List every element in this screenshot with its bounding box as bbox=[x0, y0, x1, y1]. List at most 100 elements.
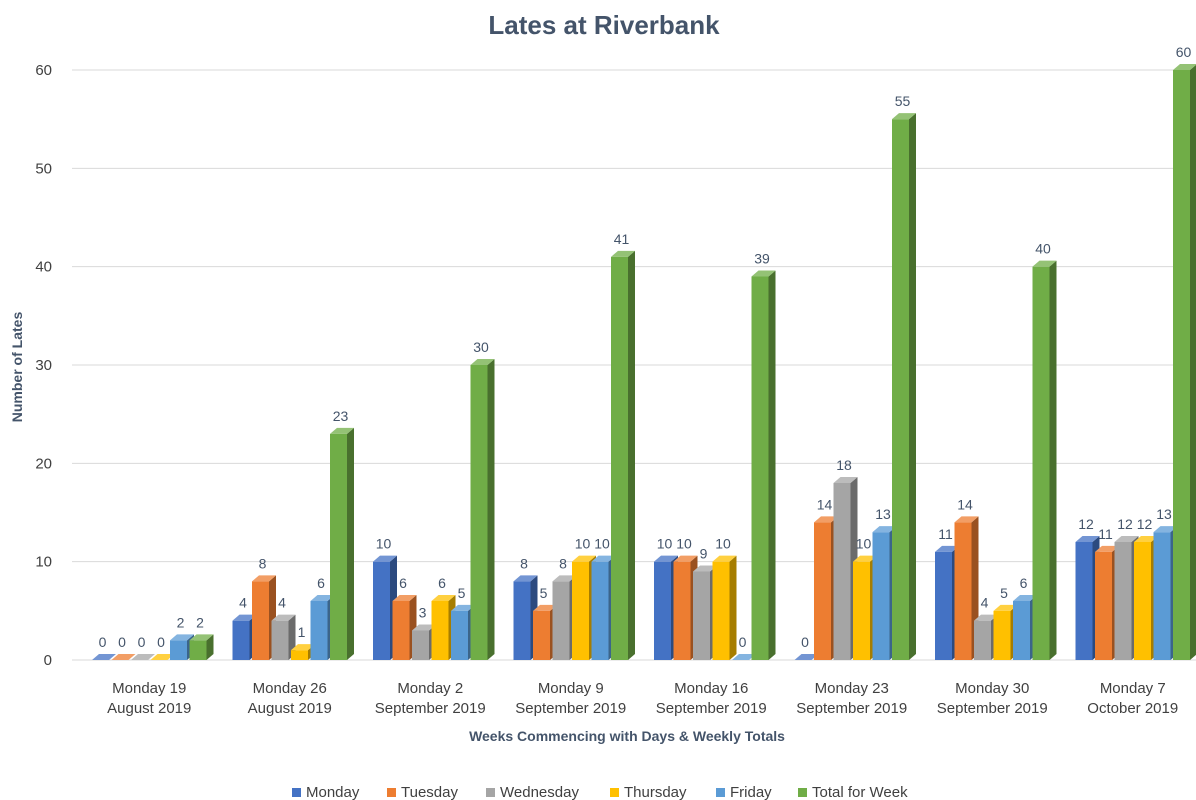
bar bbox=[732, 654, 756, 660]
legend-swatch bbox=[716, 788, 725, 797]
x-category-label: August 2019 bbox=[248, 700, 332, 717]
data-label: 6 bbox=[317, 575, 325, 591]
data-label: 1 bbox=[298, 624, 306, 640]
x-category-label: September 2019 bbox=[937, 700, 1048, 717]
y-tick-label: 10 bbox=[35, 554, 52, 571]
data-label: 5 bbox=[540, 585, 548, 601]
y-tick-label: 30 bbox=[35, 357, 52, 374]
data-label: 0 bbox=[99, 634, 107, 650]
data-label: 10 bbox=[715, 536, 731, 552]
data-label: 6 bbox=[438, 575, 446, 591]
data-label: 5 bbox=[458, 585, 466, 601]
legend-entry: Friday bbox=[730, 784, 772, 800]
x-category-label: September 2019 bbox=[796, 700, 907, 717]
y-tick-label: 60 bbox=[35, 62, 52, 79]
data-label: 8 bbox=[559, 555, 567, 571]
data-label: 0 bbox=[138, 634, 146, 650]
data-label: 55 bbox=[895, 93, 911, 109]
legend: Monday Tuesday Wednesday Thursday Friday Tota… bbox=[292, 784, 908, 800]
bar bbox=[131, 654, 155, 660]
data-label: 39 bbox=[754, 251, 770, 267]
bar bbox=[611, 250, 635, 661]
legend-entry: Tuesday bbox=[401, 784, 458, 800]
y-axis-title: Number of Lates bbox=[9, 312, 25, 423]
x-axis-categories: Monday 19 August 2019 Monday 26 August 2019… bbox=[107, 680, 1178, 717]
chart-title: Lates at Riverbank bbox=[488, 10, 720, 40]
legend-entry: Wednesday bbox=[500, 784, 579, 800]
x-category-label: Monday 26 bbox=[253, 680, 327, 697]
bar bbox=[470, 359, 495, 660]
legend-swatch bbox=[486, 788, 495, 797]
data-label: 23 bbox=[333, 408, 349, 424]
x-category-label: Monday 2 bbox=[397, 680, 463, 697]
data-label: 11 bbox=[1098, 526, 1113, 542]
data-label: 40 bbox=[1035, 241, 1051, 257]
bar bbox=[330, 427, 354, 660]
data-label: 4 bbox=[981, 595, 989, 611]
legend-swatch bbox=[387, 788, 396, 797]
data-label: 18 bbox=[836, 457, 852, 473]
bar bbox=[1173, 64, 1196, 660]
x-category-label: Monday 7 bbox=[1100, 680, 1166, 697]
bar bbox=[1032, 260, 1057, 660]
x-category-label: Monday 30 bbox=[955, 680, 1029, 697]
bar bbox=[150, 654, 175, 660]
legend-swatch bbox=[798, 788, 807, 797]
bar bbox=[232, 614, 257, 660]
bar bbox=[751, 270, 776, 660]
x-axis-title: Weeks Commencing with Days & Weekly Tota… bbox=[469, 728, 785, 744]
x-category-label: September 2019 bbox=[515, 700, 626, 717]
data-label: 0 bbox=[157, 634, 165, 650]
data-label: 10 bbox=[575, 536, 591, 552]
data-label: 12 bbox=[1078, 516, 1094, 532]
data-label: 5 bbox=[1000, 585, 1008, 601]
data-label: 9 bbox=[700, 546, 708, 562]
data-label: 8 bbox=[259, 555, 267, 571]
y-axis-ticks: 0 10 20 30 40 50 60 bbox=[35, 62, 52, 669]
bar bbox=[111, 654, 136, 660]
bar bbox=[189, 634, 214, 660]
data-label: 13 bbox=[1156, 506, 1172, 522]
data-label: 2 bbox=[177, 614, 185, 630]
bar bbox=[412, 624, 436, 660]
data-label: 10 bbox=[594, 536, 610, 552]
x-category-label: Monday 19 bbox=[112, 680, 186, 697]
legend-entry: Total for Week bbox=[812, 784, 908, 800]
data-label: 12 bbox=[1117, 516, 1133, 532]
legend-entry: Monday bbox=[306, 784, 360, 800]
legend-swatch bbox=[292, 788, 301, 797]
data-label: 12 bbox=[1137, 516, 1153, 532]
data-label: 13 bbox=[875, 506, 891, 522]
x-category-label: September 2019 bbox=[656, 700, 767, 717]
bar bbox=[533, 604, 557, 660]
data-label: 11 bbox=[938, 526, 953, 542]
x-category-label: September 2019 bbox=[375, 700, 486, 717]
bar bbox=[92, 654, 116, 660]
data-label: 30 bbox=[473, 339, 489, 355]
data-label: 10 bbox=[376, 536, 392, 552]
data-label: 14 bbox=[957, 496, 973, 512]
data-label: 10 bbox=[856, 536, 872, 552]
x-category-label: Monday 23 bbox=[815, 680, 889, 697]
data-label: 4 bbox=[239, 595, 247, 611]
data-label: 41 bbox=[614, 231, 630, 247]
data-label: 0 bbox=[739, 634, 747, 650]
data-label: 6 bbox=[399, 575, 407, 591]
data-label: 3 bbox=[419, 605, 427, 621]
data-label: 10 bbox=[676, 536, 692, 552]
data-label: 8 bbox=[520, 555, 528, 571]
data-label: 14 bbox=[817, 496, 833, 512]
y-tick-label: 20 bbox=[35, 455, 52, 472]
data-label: 2 bbox=[196, 614, 204, 630]
legend-swatch bbox=[610, 788, 619, 797]
bar bbox=[794, 654, 819, 660]
x-category-label: Monday 16 bbox=[674, 680, 748, 697]
legend-entry: Thursday bbox=[624, 784, 687, 800]
bar bbox=[892, 113, 916, 660]
x-category-label: August 2019 bbox=[107, 700, 191, 717]
y-tick-label: 0 bbox=[44, 652, 52, 669]
x-category-label: Monday 9 bbox=[538, 680, 604, 697]
data-label: 10 bbox=[657, 536, 673, 552]
